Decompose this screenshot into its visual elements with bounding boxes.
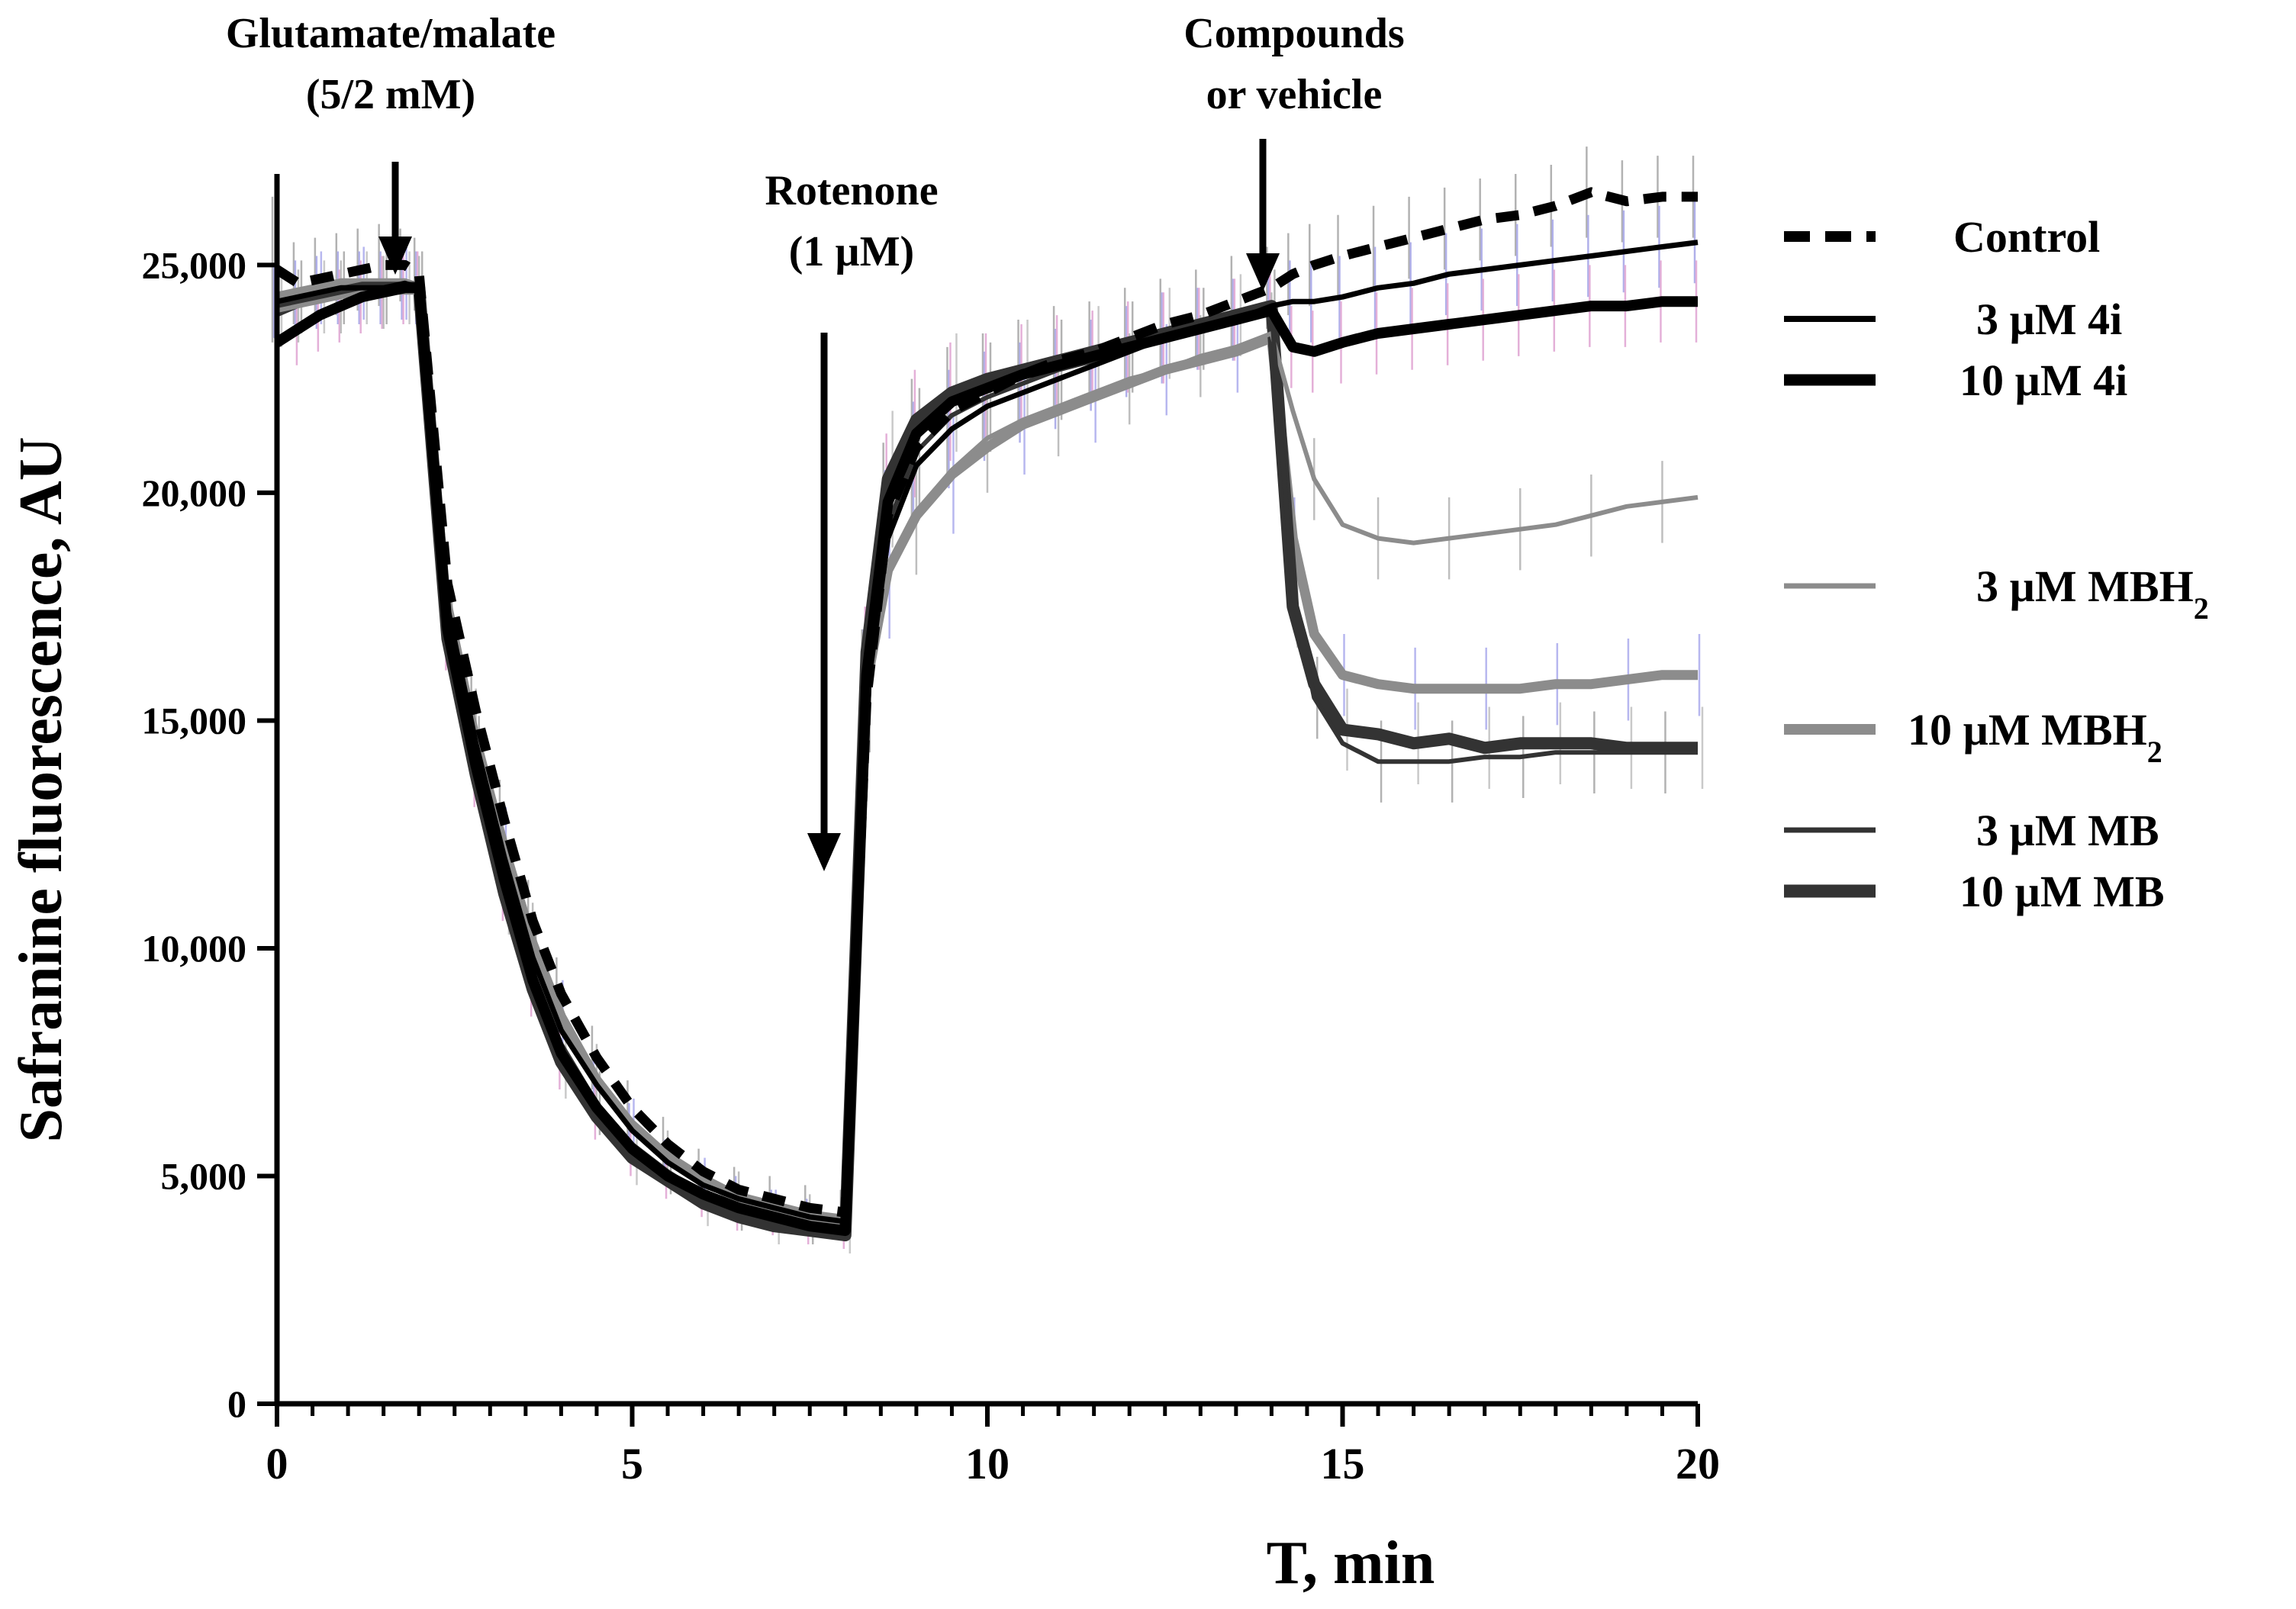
annotation-compounds-line1: Compounds — [1183, 10, 1404, 57]
y-ticks: 0 5,000 10,000 15,000 20,000 25,000 — [142, 243, 277, 1425]
annotation-compounds-line2: or vehicle — [1206, 71, 1383, 118]
annotation-glutamate-line1: Glutamate/malate — [226, 10, 555, 57]
legend-label: Control — [1953, 212, 2100, 262]
legend-label: 10 µM 4i — [1959, 356, 2127, 405]
y-tick-label: 20,000 — [142, 471, 247, 514]
legend-label: 10 µM MBH2 — [1908, 705, 2162, 769]
annotation-glutamate-line2: (5/2 mM) — [306, 71, 475, 118]
y-tick-label: 15,000 — [142, 699, 247, 742]
annotation-compounds-arrowhead — [1246, 253, 1280, 291]
series-line — [276, 240, 1699, 1224]
legend-label: 10 µM MB — [1959, 867, 2165, 916]
annotation-glutamate-arrowhead — [378, 237, 412, 275]
series-line — [274, 187, 1698, 1218]
annotation-rotenone-arrowhead — [807, 833, 841, 871]
x-tick-label: 20 — [1676, 1439, 1720, 1488]
y-tick-label: 10,000 — [142, 927, 247, 970]
y-tick-label: 25,000 — [142, 243, 247, 286]
x-ticks: 0 5 10 15 20 — [266, 1404, 1720, 1488]
annotation-rotenone-line1: Rotenone — [765, 167, 938, 214]
legend-label: 3 µM MB — [1976, 806, 2159, 855]
plot-series — [274, 187, 1699, 1242]
event-annotations: Glutamate/malate (5/2 mM) Rotenone (1 µM) Co… — [226, 10, 1405, 871]
x-tick-label: 10 — [965, 1439, 1010, 1488]
y-tick-label: 5,000 — [161, 1154, 247, 1197]
y-axis-label: Safranine fluorescence, AU — [8, 436, 75, 1142]
x-tick-label: 5 — [621, 1439, 643, 1488]
legend-label: 3 µM MBH2 — [1976, 562, 2209, 626]
x-tick-label: 15 — [1321, 1439, 1365, 1488]
legend: Control 3 µM 4i 10 µM 4i 3 µM MBH2 10 µM MBH… — [1784, 212, 2209, 916]
error-bars — [271, 146, 1704, 1253]
x-axis-label: T, min — [1267, 1530, 1435, 1597]
legend-label: 3 µM 4i — [1976, 294, 2122, 344]
y-tick-label: 0 — [227, 1382, 246, 1425]
annotation-rotenone-line2: (1 µM) — [789, 228, 914, 275]
x-tick-label: 0 — [266, 1439, 288, 1488]
